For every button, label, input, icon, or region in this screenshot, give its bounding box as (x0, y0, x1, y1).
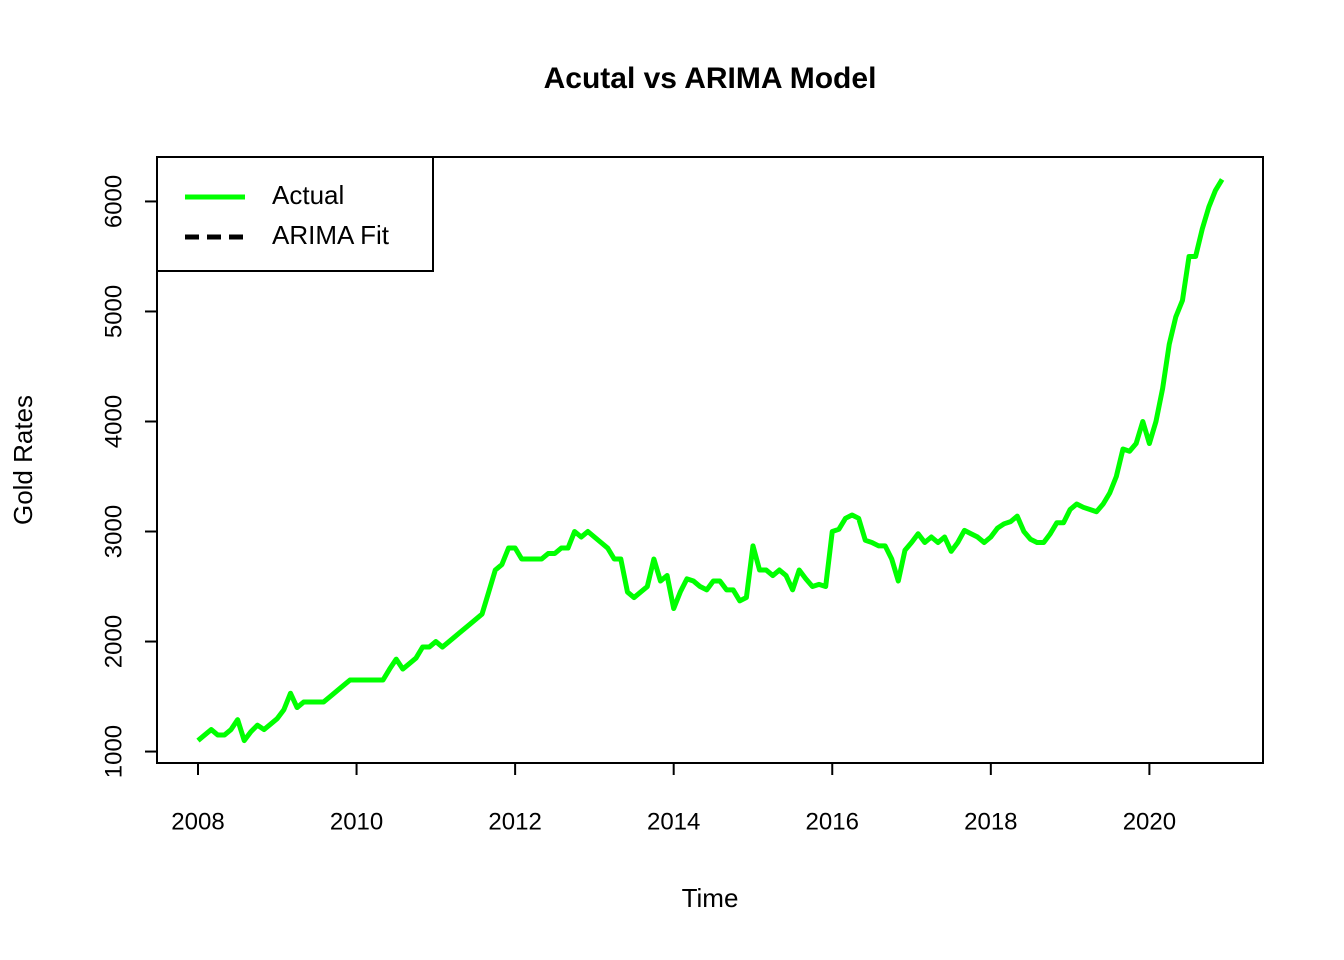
x-tick-label: 2016 (806, 808, 859, 835)
y-tick-label: 4000 (100, 395, 127, 448)
chart-title: Acutal vs ARIMA Model (544, 62, 877, 95)
x-tick-label: 2010 (330, 808, 383, 835)
y-tick-label: 3000 (100, 505, 127, 558)
x-tick-label: 2014 (647, 808, 700, 835)
x-tick-label: 2020 (1123, 808, 1176, 835)
legend-label: ARIMA Fit (272, 220, 390, 250)
y-tick-label: 5000 (100, 285, 127, 338)
x-tick-label: 2008 (171, 808, 224, 835)
y-tick-label: 1000 (100, 725, 127, 778)
x-tick-label: 2012 (488, 808, 541, 835)
x-tick-label: 2018 (964, 808, 1017, 835)
y-tick-label: 2000 (100, 615, 127, 668)
y-axis-label: Gold Rates (8, 395, 38, 525)
data-line (196, 178, 1225, 744)
y-tick-label: 6000 (100, 175, 127, 228)
legend-box (156, 156, 434, 272)
legend-label: Actual (272, 180, 344, 210)
x-axis-label: Time (682, 883, 739, 913)
